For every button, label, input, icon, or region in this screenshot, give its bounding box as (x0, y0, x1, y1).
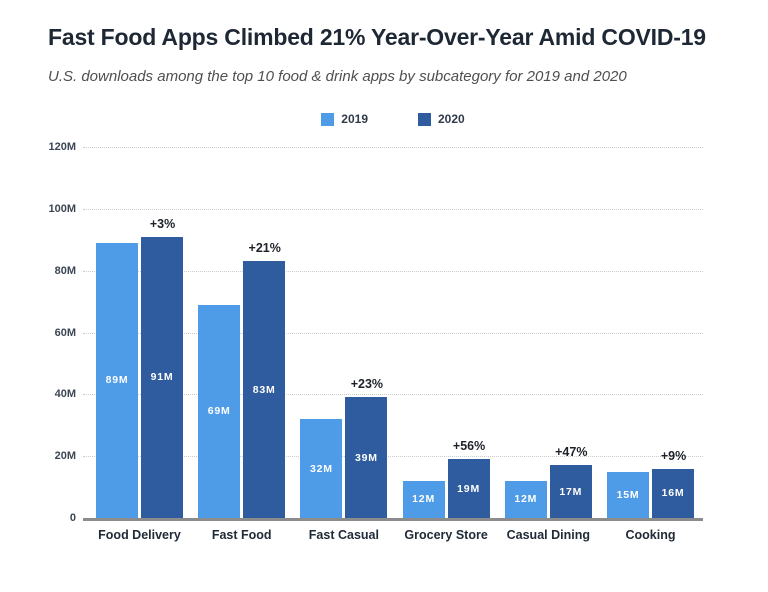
x-axis-category-label: Fast Food (211, 528, 272, 542)
bar-2020-cooking: 16M (652, 468, 694, 518)
y-axis-tick-label: 40M (54, 388, 76, 401)
x-axis-category-label: Grocery Store (404, 528, 488, 542)
bar-value-label: 16M (661, 487, 685, 500)
yoy-annotation: +21% (248, 241, 281, 256)
bar-2020-food-delivery: 91M (141, 236, 183, 518)
yoy-annotation: +23% (350, 377, 384, 392)
legend: 2019 2020 (83, 112, 703, 126)
bar-value-label: 12M (412, 493, 435, 506)
y-axis-tick-label: 80M (54, 264, 76, 277)
bar-value-label: 32M (309, 462, 333, 475)
yoy-annotation: +56% (452, 439, 486, 454)
y-gridline (83, 208, 703, 210)
yoy-annotation: +9% (660, 448, 687, 463)
y-axis-tick-label: 120M (48, 141, 76, 153)
x-axis-category-label: Cooking (625, 528, 676, 542)
bar-value-label: 91M (150, 371, 174, 384)
bar-value-label: 17M (559, 485, 583, 498)
y-gridline (83, 270, 703, 272)
y-axis-tick-label: 60M (54, 326, 76, 339)
legend-item-2019: 2019 (321, 112, 368, 126)
legend-item-2020: 2020 (418, 112, 465, 126)
legend-swatch-icon (418, 112, 431, 126)
yoy-annotation: +47% (555, 445, 588, 460)
bar-value-label: 83M (252, 383, 276, 396)
y-gridline (83, 147, 703, 148)
bar-2019-cooking: 15M (607, 471, 649, 518)
x-axis-category-label: Fast Casual (308, 528, 379, 542)
legend-label: 2019 (341, 112, 368, 126)
bar-value-label: 19M (457, 482, 480, 495)
bar-value-label: 15M (616, 488, 640, 501)
bar-2020-casual-dining: 17M (549, 465, 592, 518)
chart-subtitle: U.S. downloads among the top 10 food & d… (48, 68, 627, 85)
y-axis-tick-label: 20M (54, 450, 76, 463)
bar-2019-grocery-store: 12M (402, 480, 445, 518)
bar-2020-grocery-store: 19M (447, 459, 490, 518)
bar-value-label: 39M (354, 451, 378, 464)
legend-swatch-icon (321, 112, 335, 126)
bar-2019-casual-dining: 12M (504, 480, 547, 518)
bar-2019-fast-casual: 32M (300, 419, 343, 518)
y-gridline (83, 394, 703, 396)
bar-2020-fast-food: 83M (243, 261, 286, 518)
bar-2020-fast-casual: 39M (345, 397, 388, 518)
y-axis-tick-label: 0 (69, 512, 76, 524)
bar-value-label: 12M (514, 493, 538, 506)
x-axis-category-label: Casual Dining (506, 528, 590, 542)
yoy-annotation: +3% (149, 216, 176, 231)
y-gridline (83, 456, 703, 458)
x-axis-category-label: Food Delivery (98, 528, 181, 542)
bar-2019-food-delivery: 89M (96, 242, 138, 518)
legend-label: 2020 (438, 112, 465, 126)
y-axis-tick-label: 100M (48, 202, 76, 215)
bar-2019-fast-food: 69M (198, 304, 241, 518)
chart-title: Fast Food Apps Climbed 21% Year-Over-Yea… (48, 24, 706, 50)
y-gridline (83, 332, 703, 334)
x-axis-line (83, 518, 703, 521)
bar-value-label: 89M (105, 374, 129, 387)
bar-value-label: 69M (207, 405, 231, 418)
